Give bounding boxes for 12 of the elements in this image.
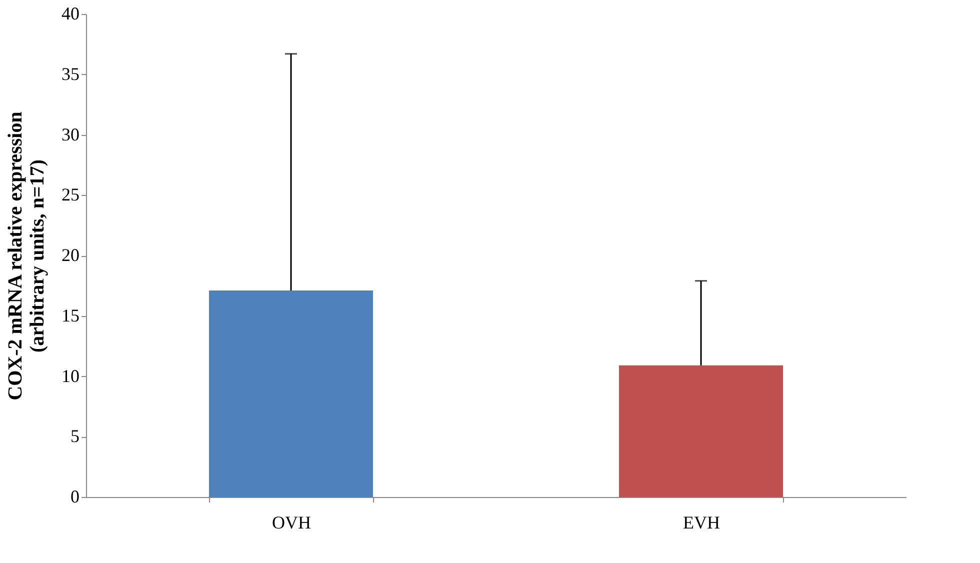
y-tick-label: 30 [62,124,80,144]
y-tick-label: 5 [70,426,80,446]
y-tick-label: 20 [62,245,80,265]
y-tick-label: 15 [62,305,80,326]
y-tick-label: 25 [62,184,80,205]
y-axis-title: COX-2 mRNA relative expression (arbitrary units, n=17) [4,112,48,400]
y-tick-label: 35 [62,64,80,84]
y-tick-label: 40 [62,4,80,24]
y-tick-label: 10 [62,366,80,386]
x-tick-label: OVH [272,512,311,532]
y-tick-label: 0 [70,486,80,506]
x-tick-label: EVH [683,512,720,532]
